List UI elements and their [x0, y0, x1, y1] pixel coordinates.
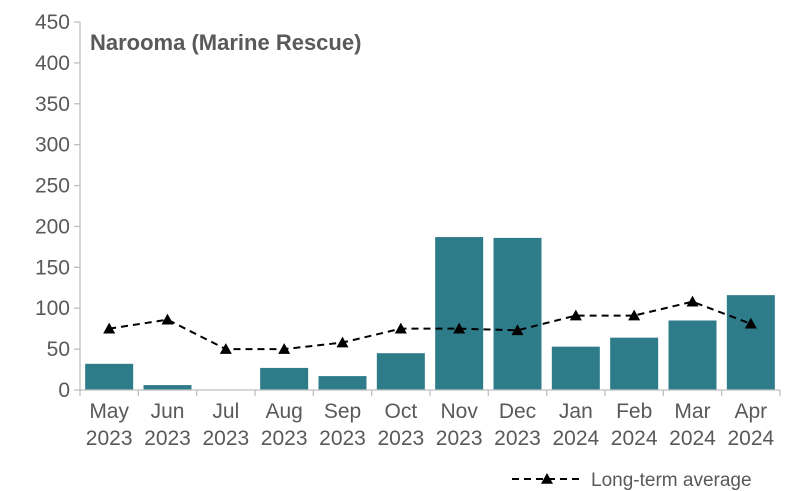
average-point	[511, 324, 524, 336]
x-tick-label-year: 2023	[144, 427, 191, 450]
x-tick-label: Jul	[212, 400, 239, 423]
y-tick-label: 450	[35, 11, 70, 34]
bar	[493, 237, 542, 390]
bar	[85, 363, 134, 390]
y-tick-label: 0	[58, 379, 70, 402]
x-tick-label: Apr	[734, 400, 767, 423]
average-point	[103, 322, 116, 334]
y-tick-label: 50	[47, 338, 70, 361]
bar	[143, 385, 192, 390]
x-tick-label: May	[89, 400, 129, 423]
y-axis: 0 50 100 150 200 250 300 350 400 450	[35, 11, 81, 402]
y-tick-label: 150	[35, 256, 70, 279]
average-point	[744, 317, 757, 329]
x-tick-label: Aug	[265, 400, 302, 423]
bar-series	[85, 237, 775, 390]
x-tick-label: Feb	[616, 400, 652, 423]
x-tick-label: Oct	[384, 400, 417, 423]
x-axis: May 2023 Jun 2023 Jul 2023 Aug 2023 Sep 2023 Oct 20…	[79, 389, 781, 450]
x-tick-label: Nov	[440, 400, 478, 423]
average-point	[686, 295, 699, 307]
x-tick-label: Jun	[151, 400, 185, 423]
average-line	[109, 300, 752, 351]
bar	[668, 320, 717, 390]
average-point	[569, 309, 582, 321]
x-tick-label-year: 2023	[436, 427, 483, 450]
bar	[551, 346, 600, 390]
x-tick-label: Sep	[324, 400, 361, 423]
x-tick-label-year: 2023	[86, 427, 133, 450]
legend-marker	[541, 473, 553, 484]
x-tick-label-year: 2024	[611, 427, 658, 450]
average-point	[219, 343, 232, 354]
x-tick-label-year: 2023	[377, 427, 424, 450]
y-tick-label: 400	[35, 52, 70, 75]
bar	[376, 353, 425, 390]
average-point	[278, 343, 291, 354]
bar	[260, 367, 309, 390]
bar	[318, 376, 367, 390]
x-tick-label: Jan	[559, 400, 593, 423]
x-tick-label-year: 2023	[202, 427, 249, 450]
average-point	[453, 322, 466, 334]
bar	[610, 337, 659, 390]
y-tick-label: 350	[35, 93, 70, 116]
average-point	[336, 336, 349, 348]
x-tick-label: Dec	[499, 400, 536, 423]
y-tick-label: 200	[35, 215, 70, 238]
average-line-series	[103, 295, 757, 354]
legend: Long-term average	[512, 470, 752, 491]
x-tick-label-year: 2023	[261, 427, 308, 450]
average-point	[394, 322, 407, 334]
chart-title: Narooma (Marine Rescue)	[90, 30, 361, 55]
x-tick-label-year: 2023	[494, 427, 541, 450]
average-point	[161, 313, 174, 325]
average-point	[628, 309, 641, 321]
bar	[435, 237, 484, 390]
bar	[726, 295, 775, 390]
x-tick-label-year: 2024	[727, 427, 774, 450]
x-tick-label-year: 2024	[552, 427, 599, 450]
y-tick-label: 250	[35, 175, 70, 198]
x-tick-label: Mar	[674, 400, 710, 423]
x-tick-label-year: 2024	[669, 427, 716, 450]
legend-label: Long-term average	[591, 470, 752, 491]
x-tick-label-year: 2023	[319, 427, 366, 450]
y-tick-label: 100	[35, 297, 70, 320]
y-tick-label: 300	[35, 134, 70, 157]
